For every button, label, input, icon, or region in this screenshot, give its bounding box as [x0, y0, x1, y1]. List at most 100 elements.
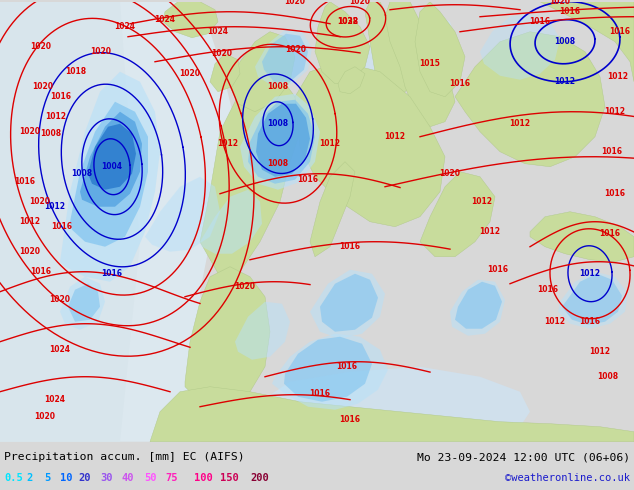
Text: 40: 40: [122, 473, 134, 483]
Polygon shape: [150, 387, 634, 441]
Text: Mo 23-09-2024 12:00 UTC (06+06): Mo 23-09-2024 12:00 UTC (06+06): [417, 452, 630, 463]
Text: 1024: 1024: [207, 27, 228, 36]
Text: 30: 30: [100, 473, 112, 483]
Text: 1012: 1012: [45, 112, 66, 121]
Polygon shape: [255, 30, 312, 86]
Polygon shape: [558, 272, 628, 329]
Polygon shape: [365, 2, 420, 97]
Text: 1020: 1020: [550, 0, 571, 6]
Polygon shape: [60, 72, 160, 282]
Polygon shape: [256, 104, 310, 177]
Text: 20: 20: [78, 473, 91, 483]
Text: 1012: 1012: [44, 202, 65, 211]
Polygon shape: [240, 94, 320, 190]
Polygon shape: [185, 267, 270, 407]
Text: 1016: 1016: [599, 229, 620, 238]
Text: 1004: 1004: [101, 162, 122, 171]
Polygon shape: [540, 2, 634, 82]
Polygon shape: [295, 62, 445, 227]
Text: 1012: 1012: [590, 347, 611, 356]
Text: 1020: 1020: [20, 247, 41, 256]
Text: 0.5: 0.5: [4, 473, 23, 483]
Text: 1016: 1016: [450, 79, 470, 88]
Text: 1008: 1008: [40, 129, 61, 138]
Polygon shape: [415, 2, 465, 97]
Polygon shape: [145, 177, 220, 252]
Text: 5: 5: [44, 473, 50, 483]
Text: 1020: 1020: [30, 197, 51, 206]
Text: 1024: 1024: [155, 15, 176, 24]
Polygon shape: [230, 32, 295, 112]
Text: 1016: 1016: [15, 177, 36, 186]
Polygon shape: [88, 124, 136, 190]
Polygon shape: [200, 72, 300, 277]
Text: 1015: 1015: [420, 59, 441, 68]
Text: 1012: 1012: [320, 139, 340, 148]
Polygon shape: [420, 172, 495, 257]
Polygon shape: [480, 14, 560, 80]
Text: 1020: 1020: [349, 0, 370, 6]
Text: 1016: 1016: [538, 285, 559, 294]
Text: 1012: 1012: [555, 77, 576, 86]
Text: 1020: 1020: [32, 82, 53, 91]
Text: 1008: 1008: [268, 82, 288, 91]
Text: 1016: 1016: [529, 17, 550, 26]
Text: 1008: 1008: [597, 372, 618, 381]
Polygon shape: [200, 190, 262, 254]
Text: 1024: 1024: [44, 395, 65, 404]
Polygon shape: [70, 102, 148, 247]
Text: 1016: 1016: [339, 415, 361, 424]
Text: 1008: 1008: [268, 119, 288, 128]
Polygon shape: [272, 334, 388, 410]
Text: 1016: 1016: [101, 269, 122, 278]
Text: 1012: 1012: [217, 139, 238, 148]
Text: 1008: 1008: [268, 159, 288, 168]
Polygon shape: [310, 270, 385, 339]
Polygon shape: [455, 282, 502, 329]
Text: 1024: 1024: [115, 22, 136, 31]
Text: 1012: 1012: [20, 217, 41, 226]
Text: 1020: 1020: [20, 127, 41, 136]
Text: 10: 10: [60, 473, 72, 483]
Polygon shape: [315, 2, 370, 84]
Polygon shape: [562, 274, 622, 325]
Polygon shape: [0, 2, 240, 441]
Text: Precipitation accum. [mm] EC (AIFS): Precipitation accum. [mm] EC (AIFS): [4, 452, 245, 463]
Text: 1016: 1016: [609, 27, 630, 36]
Text: 2: 2: [26, 473, 32, 483]
Text: 1012: 1012: [479, 227, 500, 236]
Text: 1020: 1020: [439, 169, 460, 178]
Text: 1016: 1016: [488, 265, 508, 274]
Polygon shape: [284, 337, 372, 402]
Text: 1016: 1016: [579, 317, 600, 326]
Polygon shape: [450, 280, 505, 336]
Polygon shape: [250, 367, 530, 441]
Text: 1016: 1016: [50, 92, 71, 101]
Polygon shape: [530, 212, 634, 262]
Polygon shape: [310, 42, 400, 122]
Text: 1020: 1020: [179, 69, 200, 78]
Text: 1008: 1008: [72, 169, 93, 178]
Polygon shape: [163, 2, 218, 38]
Text: 200: 200: [250, 473, 269, 483]
Text: 1020: 1020: [30, 42, 51, 51]
Polygon shape: [210, 54, 240, 92]
Polygon shape: [60, 277, 105, 330]
Text: 1020: 1020: [34, 412, 56, 421]
Text: 150: 150: [220, 473, 239, 483]
Text: 1016: 1016: [337, 362, 358, 371]
Text: 1016: 1016: [297, 175, 318, 184]
Text: 1032: 1032: [337, 17, 358, 26]
Text: 1020: 1020: [285, 45, 306, 54]
Polygon shape: [320, 274, 378, 332]
Polygon shape: [0, 2, 140, 441]
Text: 1016: 1016: [309, 389, 330, 398]
Text: 1024: 1024: [49, 345, 70, 354]
Text: 1008: 1008: [555, 37, 576, 46]
Text: 75: 75: [165, 473, 178, 483]
Text: 1012: 1012: [384, 132, 406, 141]
Text: 1016: 1016: [559, 7, 581, 16]
Polygon shape: [530, 212, 595, 244]
Text: 1028: 1028: [337, 17, 359, 26]
Text: 1012: 1012: [472, 197, 493, 206]
